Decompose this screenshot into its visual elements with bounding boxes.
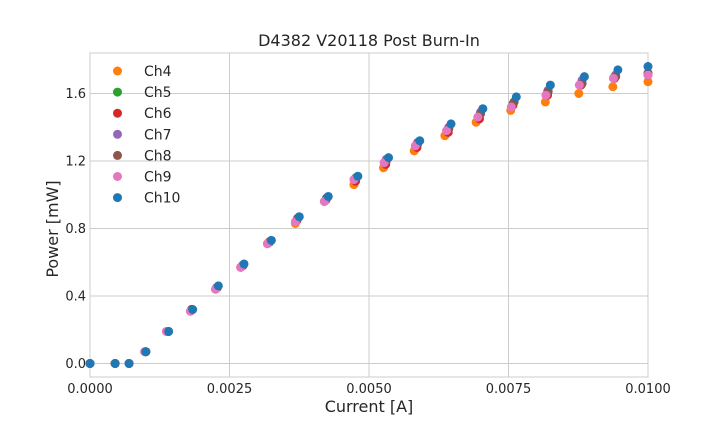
legend-marker bbox=[113, 129, 122, 139]
legend-marker bbox=[113, 108, 122, 118]
legend-label: Ch9 bbox=[144, 170, 172, 186]
data-point bbox=[643, 62, 653, 71]
legend-label: Ch6 bbox=[144, 106, 172, 122]
data-point bbox=[446, 119, 456, 129]
y-axis-ticks: 0.0 0.4 0.8 1.2 1.6 bbox=[65, 87, 86, 372]
x-tick-label: 0.0100 bbox=[625, 382, 671, 397]
series-ch10 bbox=[85, 62, 653, 368]
data-point bbox=[141, 347, 151, 357]
data-point bbox=[579, 72, 589, 82]
x-tick-label: 0.0050 bbox=[346, 382, 392, 397]
data-point bbox=[506, 102, 516, 112]
legend-label: Ch8 bbox=[144, 148, 172, 164]
legend-label: Ch4 bbox=[144, 64, 172, 80]
data-point bbox=[574, 89, 584, 98]
data-point bbox=[643, 77, 653, 87]
data-point bbox=[384, 153, 394, 163]
data-point bbox=[85, 359, 95, 368]
data-point bbox=[511, 92, 521, 102]
plot-frame bbox=[89, 52, 649, 378]
data-point bbox=[164, 326, 174, 336]
legend: Ch4 Ch5 Ch6 Ch7 Ch8 Ch9 Ch10 bbox=[113, 64, 180, 207]
data-point bbox=[110, 359, 120, 368]
data-point bbox=[266, 235, 276, 245]
data-point bbox=[188, 305, 198, 314]
legend-marker bbox=[113, 66, 122, 76]
data-point bbox=[353, 171, 363, 181]
data-point bbox=[541, 90, 551, 100]
data-point bbox=[540, 97, 550, 107]
legend-marker bbox=[113, 193, 122, 203]
legend-label: Ch5 bbox=[144, 85, 172, 101]
x-axis-label: Current [A] bbox=[325, 397, 414, 416]
data-point bbox=[239, 259, 249, 269]
data-point bbox=[213, 281, 223, 291]
y-axis-label: Power [mW] bbox=[43, 180, 62, 277]
x-tick-label: 0.0075 bbox=[486, 382, 532, 397]
chart-title: D4382 V20118 Post Burn-In bbox=[258, 31, 480, 50]
data-point bbox=[613, 65, 623, 75]
x-tick-label: 0.0025 bbox=[207, 382, 253, 397]
grid-lines bbox=[89, 53, 649, 377]
y-tick-label: 0.0 bbox=[65, 357, 86, 372]
data-point bbox=[478, 104, 488, 114]
legend-marker bbox=[113, 172, 122, 181]
x-tick-label: 0.0000 bbox=[67, 382, 113, 397]
data-point bbox=[124, 359, 134, 368]
data-point bbox=[323, 191, 333, 201]
data-points bbox=[85, 62, 653, 368]
data-point bbox=[473, 112, 483, 122]
legend-marker bbox=[113, 150, 122, 160]
y-tick-label: 1.6 bbox=[65, 87, 86, 102]
y-tick-label: 0.4 bbox=[65, 290, 86, 305]
legend-label: Ch10 bbox=[144, 191, 180, 207]
y-tick-label: 0.8 bbox=[65, 222, 86, 237]
legend-label: Ch7 bbox=[144, 127, 172, 143]
y-tick-label: 1.2 bbox=[65, 155, 86, 170]
data-point bbox=[294, 212, 304, 222]
data-point bbox=[643, 70, 653, 80]
data-point bbox=[608, 82, 618, 92]
data-point bbox=[442, 126, 452, 136]
x-axis-ticks: 0.0000 0.0025 0.0050 0.0075 0.0100 bbox=[67, 382, 671, 397]
legend-marker bbox=[113, 87, 122, 97]
data-point bbox=[608, 73, 618, 83]
data-point bbox=[545, 80, 555, 90]
data-point bbox=[574, 80, 584, 90]
data-point bbox=[415, 136, 425, 146]
